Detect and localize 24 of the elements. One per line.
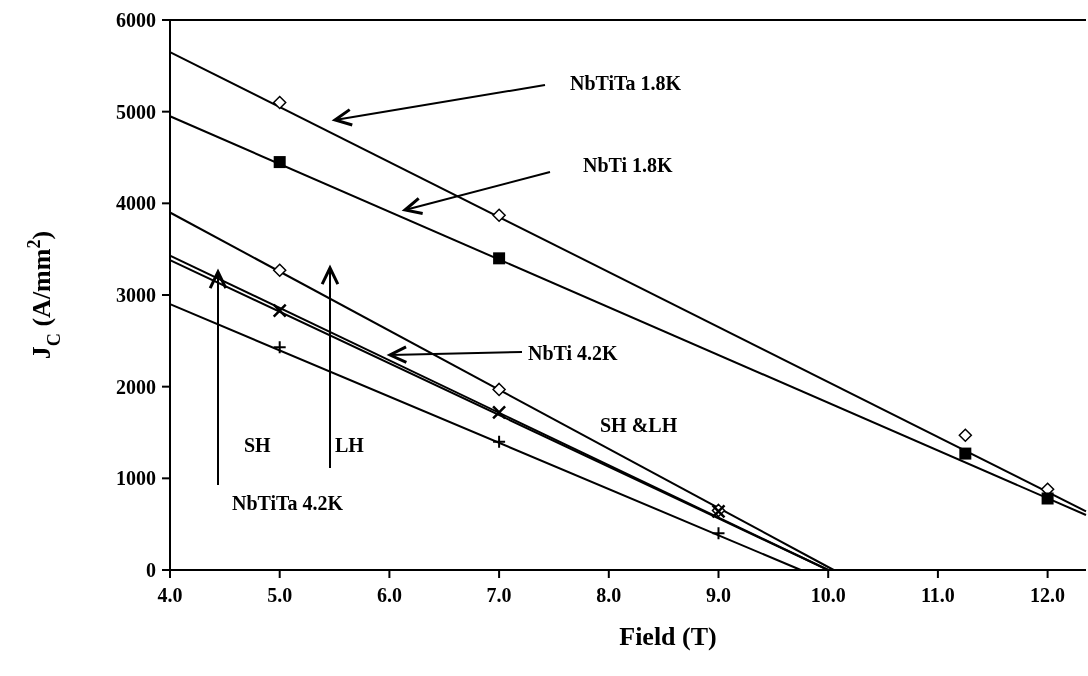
annotation: NbTiTa 4.2K: [232, 492, 344, 514]
x-tick-label: 7.0: [486, 584, 512, 606]
y-tick-label: 3000: [116, 284, 156, 306]
x-tick-label: 5.0: [267, 584, 293, 606]
y-tick-label: 5000: [116, 100, 156, 123]
annotation: NbTiTa 1.8K: [570, 72, 682, 94]
y-tick-label: 0: [146, 559, 156, 581]
annotation: LH: [335, 434, 365, 456]
x-tick-label: 9.0: [706, 584, 731, 606]
x-axis-title: Field (T): [619, 622, 717, 651]
annotation: SH: [244, 434, 272, 456]
x-tick-label: 6.0: [376, 584, 402, 606]
annotation: NbTi 4.2K: [528, 342, 619, 364]
annotation: SH &LH: [600, 414, 678, 436]
x-tick-label: 11.0: [920, 584, 955, 606]
x-tick-label: 4.0: [157, 584, 183, 606]
x-tick-label: 12.0: [1030, 584, 1066, 606]
x-tick-label: 10.0: [810, 584, 846, 606]
x-tick-label: 8.0: [596, 584, 622, 606]
y-tick-label: 6000: [116, 9, 156, 31]
y-tick-label: 4000: [116, 192, 156, 215]
y-tick-label: 1000: [116, 467, 156, 490]
y-tick-label: 2000: [116, 375, 156, 398]
annotation: NbTi 1.8K: [583, 154, 674, 176]
